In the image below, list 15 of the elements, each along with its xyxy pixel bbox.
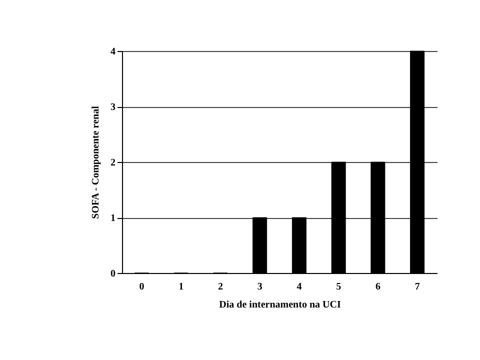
y-tick-label: 1 <box>110 213 116 224</box>
x-tick-label: 6 <box>375 282 380 292</box>
y-tick-label: 3 <box>110 102 116 113</box>
x-tick-label: 7 <box>414 282 420 292</box>
x-tick-label: 2 <box>218 282 223 292</box>
y-tick-label: 2 <box>110 158 116 168</box>
y-axis-title: SOFA - Componente renal <box>90 106 102 219</box>
x-tick-label: 5 <box>336 282 342 292</box>
x-tick-label: 4 <box>296 282 302 292</box>
y-tick-label: 0 <box>110 268 116 280</box>
x-tick-label: 3 <box>257 282 262 292</box>
x-tick-label: 1 <box>178 282 184 292</box>
x-tick-label: 0 <box>139 282 144 292</box>
y-tick-label: 4 <box>110 46 116 58</box>
x-axis-title: Dia de internamento na UCI <box>219 300 341 310</box>
